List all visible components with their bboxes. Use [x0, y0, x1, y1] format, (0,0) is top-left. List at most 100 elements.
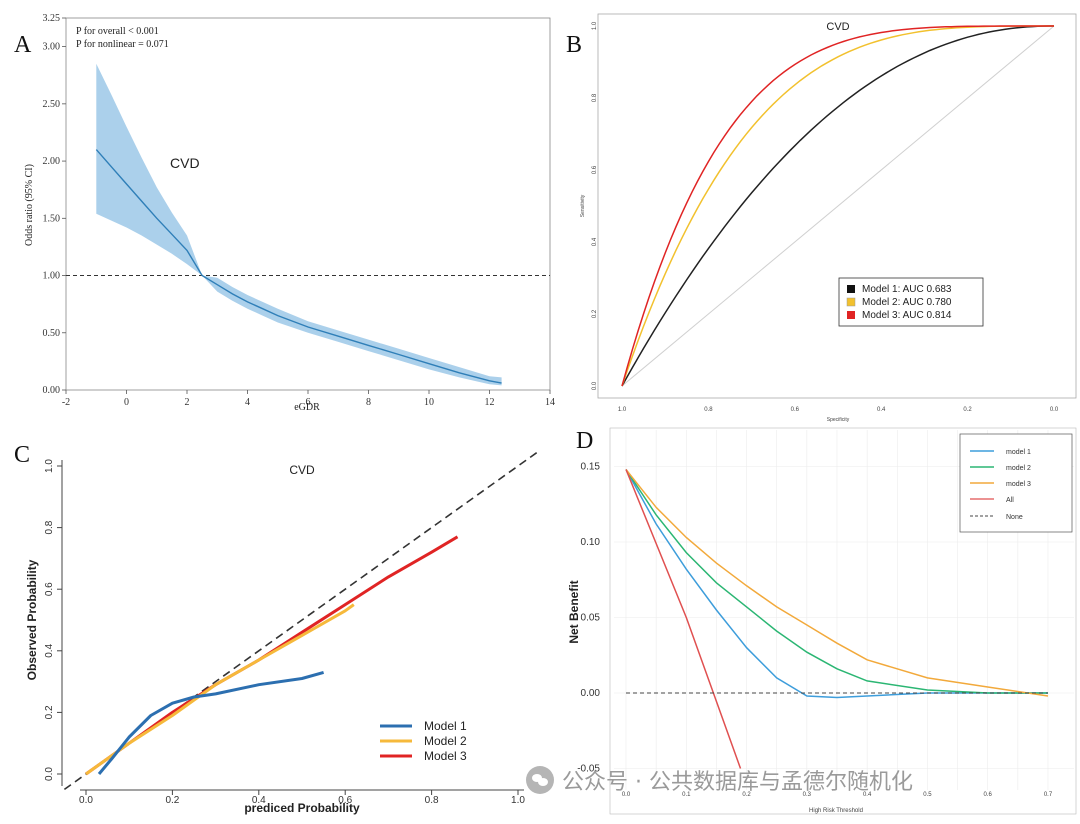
x-tick-label: 12 — [485, 397, 495, 408]
x-tick-label: 0.0 — [79, 795, 93, 806]
x-tick-label: 0.6 — [984, 792, 993, 798]
roc-curves — [621, 25, 1054, 387]
y-tick-label: 2.00 — [43, 156, 61, 167]
legend-model2: Model 2 — [424, 734, 467, 748]
dca-curves — [625, 469, 1049, 769]
panel-b-legend: Model 1: AUC 0.683 Model 2: AUC 0.780 Mo… — [838, 277, 984, 327]
panel-b-ylabel: Sensitivity — [580, 194, 586, 217]
x-tick-label: 0.8 — [704, 407, 713, 413]
y-tick-label: 1.0 — [44, 459, 55, 473]
panel-c: C 0.0 0.2 0.4 0.6 0.8 1.0 0.0 0.2 0.4 0.6 0.8 1.0 C… — [14, 442, 541, 815]
roc-curve-model-3 — [621, 25, 1054, 387]
panel-b-title: CVD — [826, 21, 849, 33]
x-tick-label: 2 — [185, 397, 190, 408]
roc-curve-model-1 — [621, 25, 1054, 387]
panel-c-ylabel: Observed Probability — [25, 559, 39, 680]
watermark: 公众号 · 公共数据库与孟德尔随机化 — [526, 764, 913, 796]
legend-model3: Model 3 — [424, 749, 467, 763]
y-tick-label: 3.25 — [43, 13, 61, 24]
x-tick-label: 0.2 — [165, 795, 179, 806]
x-tick-label: 0.4 — [863, 792, 872, 798]
diagonal-line — [621, 25, 1055, 387]
legend-model1: Model 1: AUC 0.683 — [862, 284, 952, 295]
y-tick-label: 0.6 — [592, 165, 598, 174]
panel-b: B 1.0 0.8 0.6 0.4 0.2 0.0 0.0 0.2 0.4 0.6 0.8 1.0 C… — [566, 13, 1077, 423]
x-tick-label: 0.5 — [923, 792, 932, 798]
y-tick-label: 0.2 — [592, 309, 598, 318]
legend-swatch-model3 — [847, 311, 855, 319]
panel-a-xlabel: eGDR — [294, 402, 320, 413]
x-tick-label: 1.0 — [511, 795, 525, 806]
y-tick-label: 0.8 — [44, 520, 55, 534]
x-tick-label: 0.3 — [803, 792, 812, 798]
ci-band — [96, 63, 502, 386]
y-tick-label: 0.10 — [581, 537, 601, 548]
y-tick-label: 0.4 — [44, 643, 55, 657]
x-tick-label: 8 — [366, 397, 371, 408]
panel-d-frame — [609, 427, 1077, 815]
x-tick-label: 0.7 — [1044, 792, 1053, 798]
y-tick-label: -0.05 — [577, 764, 600, 775]
panel-c-ticks: 0.0 0.2 0.4 0.6 0.8 1.0 0.0 0.2 0.4 0.6 0.8 1.0 — [44, 459, 525, 806]
wechat-icon — [526, 766, 554, 794]
y-tick-label: 0.00 — [43, 385, 61, 396]
panel-a-ticks: -2 0 2 4 6 8 10 12 14 0.00 0.50 1.00 1.50 2.00 2.50 3.0… — [43, 13, 556, 408]
panel-b-frame — [597, 13, 1077, 399]
y-tick-label: 0.0 — [592, 381, 598, 390]
legend-model2: Model 2: AUC 0.780 — [862, 297, 952, 308]
y-tick-label: 1.00 — [43, 271, 61, 282]
y-tick-label: 1.50 — [43, 213, 61, 224]
x-tick-label: 14 — [545, 397, 555, 408]
legend-box — [838, 277, 984, 327]
legend-swatch-model2 — [846, 297, 856, 307]
legend-model2: model 2 — [1006, 465, 1031, 472]
panel-b-xlabel: Specificity — [827, 417, 850, 423]
x-tick-label: 0.4 — [877, 407, 886, 413]
dca-curve-all — [625, 469, 742, 769]
legend-model3: model 3 — [1006, 481, 1031, 488]
y-tick-label: 0.15 — [581, 462, 601, 473]
y-tick-label: 0.50 — [43, 328, 61, 339]
y-tick-label: 0.4 — [592, 237, 598, 246]
watermark-text: 公众号 · 公共数据库与孟德尔随机化 — [562, 770, 913, 795]
calibration-curve-model-2 — [85, 603, 355, 776]
legend-all: All — [1006, 497, 1014, 504]
panel-c-title: CVD — [289, 463, 315, 477]
p-nonlinear-note: P for nonlinear = 0.071 — [76, 39, 169, 50]
panel-b-letter: B — [566, 32, 582, 58]
panel-a-letter: A — [14, 32, 32, 58]
x-tick-label: 0.8 — [425, 795, 439, 806]
or-curve — [95, 149, 502, 384]
y-tick-label: 0.00 — [581, 688, 601, 699]
x-tick-label: 0.1 — [682, 792, 691, 798]
legend-model1: Model 1 — [424, 719, 467, 733]
x-tick-label: 0.6 — [338, 795, 352, 806]
panel-c-legend: Model 1 Model 2 Model 3 — [380, 719, 467, 763]
panel-d: D -0.05 0.00 0.05 0.10 0.15 0.0 0.1 0.2 0.3 0.4 0.… — [567, 427, 1077, 815]
y-tick-label: 0.6 — [44, 582, 55, 596]
panel-d-letter: D — [576, 428, 593, 454]
panel-d-xlabel: High Risk Threshold — [809, 808, 863, 814]
x-tick-label: 6 — [306, 397, 311, 408]
x-tick-label: 0.2 — [742, 792, 751, 798]
x-tick-label: -2 — [62, 397, 70, 408]
legend-model3: Model 3: AUC 0.814 — [862, 310, 952, 321]
y-tick-label: 3.00 — [43, 42, 61, 53]
calibration-curves — [85, 535, 459, 776]
calibration-curve-model-1 — [97, 670, 325, 775]
y-tick-label: 0.05 — [581, 613, 601, 624]
y-tick-label: 0.0 — [44, 767, 55, 781]
x-tick-label: 0.6 — [791, 407, 800, 413]
panel-a: A -2 0 2 4 6 8 10 12 14 0.00 0.50 1.00 1.50 2.00 2.50 3… — [14, 13, 555, 413]
panel-d-legend: model 1 model 2 model 3 All None — [959, 433, 1073, 533]
x-tick-label: 0.0 — [622, 792, 631, 798]
panel-c-letter: C — [14, 442, 30, 468]
p-overall-note: P for overall < 0.001 — [76, 26, 159, 37]
panel-a-ylabel: Odds ratio (95% CI) — [24, 164, 35, 246]
panel-d-ylabel: Net Benefit — [567, 580, 581, 643]
x-tick-label: 10 — [424, 397, 434, 408]
legend-model1: model 1 — [1006, 449, 1031, 456]
panel-c-xlabel: prediced Probability — [244, 801, 360, 815]
x-tick-label: 1.0 — [618, 407, 627, 413]
